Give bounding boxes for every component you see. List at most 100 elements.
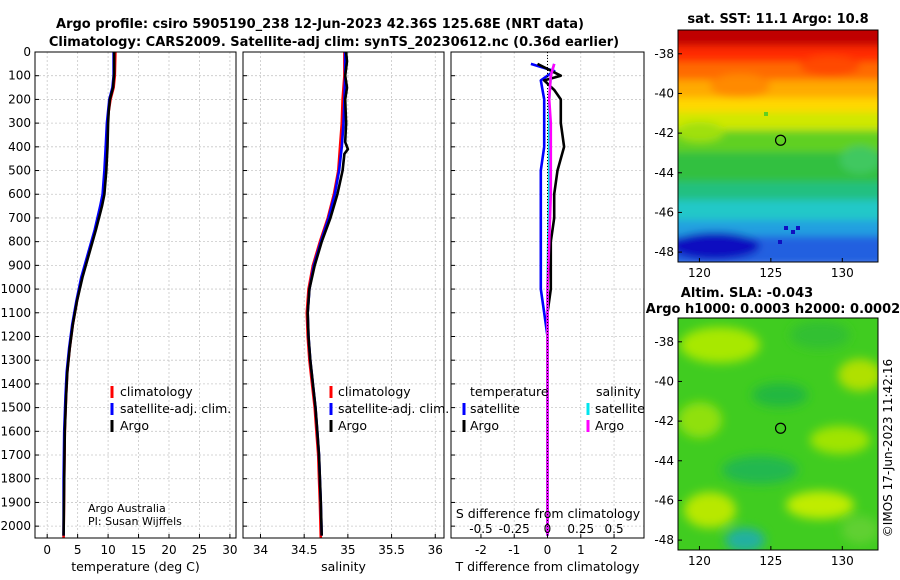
x-tick-label: 1 (577, 543, 585, 557)
timestamp: ©IMOS 17-Jun-2023 11:42:16 (881, 359, 895, 537)
sst-map-frame (677, 29, 879, 263)
legend-label-argo: Argo (338, 418, 367, 433)
header-line-1: Argo profile: csiro 5905190_238 12-Jun-2… (56, 17, 584, 32)
legend-title-temperature: temperature (470, 384, 549, 399)
y-tick-label: 500 (8, 164, 31, 178)
y-tick-label: 1700 (0, 448, 31, 462)
header-line-2: Climatology: CARS2009. Satellite-adj cli… (49, 35, 619, 50)
y-tick-label: 600 (8, 187, 31, 201)
legend-label-climatology: climatology (120, 384, 193, 399)
sla-map-frame (677, 317, 879, 551)
x-tick-label: 0 (544, 543, 552, 557)
series-line-s-argo (546, 63, 556, 536)
legend-label-t-satellite: satellite (470, 401, 520, 416)
y-tick-label: 1300 (0, 353, 31, 367)
x-tick-label: 25 (192, 543, 207, 557)
legend-label-t-argo: Argo (470, 418, 499, 433)
y-tick-label: 400 (8, 140, 31, 154)
legend-label-s-argo: Argo (595, 418, 624, 433)
x-tick-label: 125 (759, 554, 782, 568)
s-tick-label: 0.5 (605, 522, 624, 536)
y-tick-label: -48 (654, 245, 674, 259)
x-tick-label: 34 (253, 543, 268, 557)
y-tick-label: -46 (654, 493, 674, 507)
y-tick-label: 800 (8, 235, 31, 249)
difference-legend: temperature salinity satellite Argo sate… (462, 384, 645, 433)
x-tick-label: 120 (688, 554, 711, 568)
y-tick-label: 1200 (0, 329, 31, 343)
y-tick-label: 100 (8, 69, 31, 83)
sla-map-title-1: Altim. SLA: -0.043 (681, 286, 813, 301)
sla-map-title-2: Argo h1000: 0.0003 h2000: 0.0002 (646, 302, 900, 317)
y-tick-label: 1100 (0, 306, 31, 320)
y-tick-label: 1600 (0, 424, 31, 438)
sla-axis: 120 125 130 -38 -40 -42 -44 -46 -48 (654, 335, 853, 568)
y-tick-label: -38 (654, 335, 674, 349)
x-tick-label: 34.5 (291, 543, 318, 557)
x-tick-label: 35.5 (378, 543, 405, 557)
plot-area (35, 52, 236, 538)
x-tick-label: 130 (831, 554, 854, 568)
credit-pi: PI: Susan Wijffels (88, 515, 182, 528)
x-axis-label: salinity (321, 559, 366, 574)
sst-map-title: sat. SST: 11.1 Argo: 10.8 (687, 12, 868, 27)
series-line-argo (62, 52, 116, 536)
y-tick-label: 1000 (0, 282, 31, 296)
legend-label-satellite: satellite-adj. clim. (120, 401, 231, 416)
x-tick-label: 15 (131, 543, 146, 557)
sla-argo-marker (774, 422, 787, 434)
y-tick-label: -42 (654, 126, 674, 140)
y-tick-label: 300 (8, 116, 31, 130)
legend-title-salinity: salinity (596, 384, 641, 399)
y-tick-label: 1400 (0, 377, 31, 391)
x-axis-label: T difference from climatology (454, 559, 640, 574)
y-tick-label: 1800 (0, 472, 31, 486)
axes-frame (242, 51, 445, 539)
sst-argo-marker (774, 134, 787, 146)
s-tick-label: -0.25 (499, 522, 530, 536)
difference-panel: -2 -1 0 1 2 T difference from climatology -0.5… (450, 51, 645, 574)
y-tick-label: 900 (8, 258, 31, 272)
legend-label-satellite: satellite-adj. clim. (338, 401, 449, 416)
x-tick-label: 130 (831, 266, 854, 280)
s-tick-label: 0.25 (567, 522, 594, 536)
x-tick-label: 20 (161, 543, 176, 557)
x-tick-label: 35 (340, 543, 355, 557)
salinity-legend: climatology satellite-adj. clim. Argo (329, 384, 449, 433)
legend-label-climatology: climatology (338, 384, 411, 399)
y-tick-label: 1900 (0, 495, 31, 509)
temperature-panel: 0 5 10 15 20 25 30 temperature (deg C) 0 100 200 30… (0, 45, 237, 574)
x-tick-label: 10 (100, 543, 115, 557)
y-tick-label: -44 (654, 166, 674, 180)
y-tick-label: -42 (654, 414, 674, 428)
x-tick-label: 120 (688, 266, 711, 280)
y-tick-label: -38 (654, 47, 674, 61)
sla-heatmap (678, 318, 878, 550)
salinity-panel: 34 34.5 35 35.5 36 salinity (242, 51, 445, 574)
axes-frame (34, 51, 237, 539)
s-tick-label: -0.5 (469, 522, 492, 536)
sst-heatmap (678, 30, 878, 262)
s-difference-label: S difference from climatology (456, 506, 641, 521)
x-axis-label: temperature (deg C) (71, 559, 200, 574)
series-line-argo (306, 51, 350, 536)
y-tick-label: 700 (8, 211, 31, 225)
y-tick-label: 200 (8, 92, 31, 106)
y-tick-label: -46 (654, 205, 674, 219)
y-tick-label: -40 (654, 86, 674, 100)
x-tick-label: 0 (43, 543, 51, 557)
sst-axis: 120 125 130 -38 -40 -42 -44 -46 -48 (654, 47, 853, 280)
x-tick-label: 36 (428, 543, 443, 557)
legend-label-s-satellite: satellite (595, 401, 645, 416)
x-tick-label: 5 (74, 543, 82, 557)
y-tick-label: -40 (654, 374, 674, 388)
legend-label-argo: Argo (120, 418, 149, 433)
credit-org: Argo Australia (88, 502, 166, 515)
s-tick-label: 0 (544, 522, 552, 536)
y-tick-label: 0 (23, 45, 31, 59)
y-tick-label: 1500 (0, 401, 31, 415)
temperature-legend: climatology satellite-adj. clim. Argo (110, 384, 231, 433)
x-tick-label: -1 (508, 543, 520, 557)
x-tick-label: 125 (759, 266, 782, 280)
